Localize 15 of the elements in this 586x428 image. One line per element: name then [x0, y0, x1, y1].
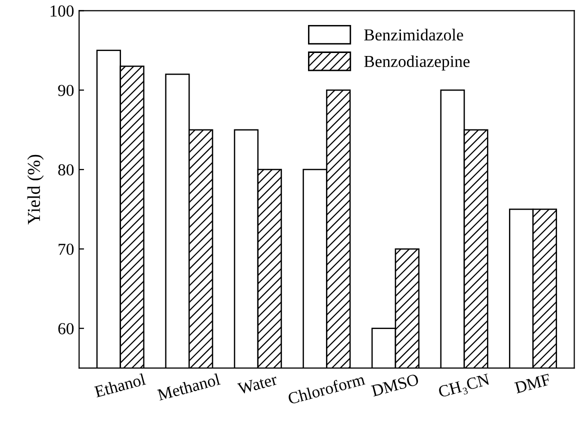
- x-tick-label: CH₃CN: [438, 374, 491, 401]
- x-tick-label: Water: [237, 374, 278, 395]
- legend-label: Benzimidazole: [364, 28, 464, 41]
- y-tick-label: 80: [58, 164, 74, 176]
- x-tick-label: DMF: [514, 374, 551, 394]
- x-tick-label: Chloroform: [287, 372, 366, 404]
- x-tick-label: Methanol: [156, 373, 221, 401]
- x-tick-label: Ethanol: [94, 373, 146, 398]
- y-tick-label: 60: [58, 323, 74, 334]
- x-tick-label: DMSO: [370, 374, 420, 397]
- legend-label: Benzodiazepine: [364, 55, 470, 70]
- y-tick-label: 70: [58, 244, 74, 255]
- y-tick-label: 100: [50, 5, 74, 17]
- y-axis-title: Yield (%): [27, 154, 44, 225]
- y-tick-label: 90: [58, 84, 74, 96]
